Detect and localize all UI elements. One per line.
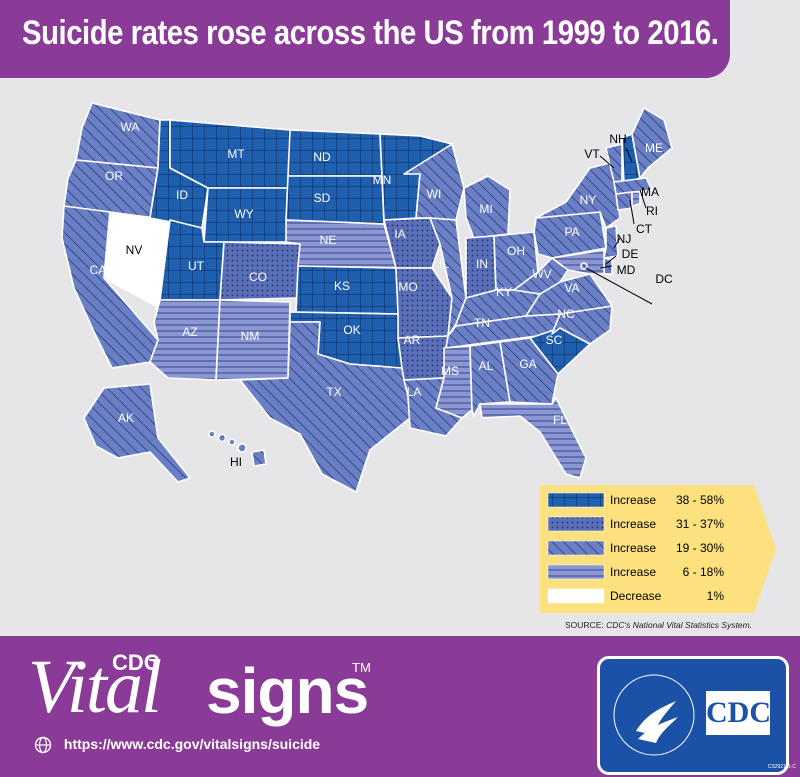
globe-icon — [34, 737, 52, 754]
state-label-ct: CT — [636, 222, 653, 236]
trademark: TM — [352, 660, 371, 675]
state-HI — [208, 430, 267, 467]
state-label-nc: NC — [557, 307, 575, 321]
state-label-ia: IA — [394, 227, 405, 241]
us-map: WA OR CA NV ID MT WY UT AZ CO NM ND SD NE KS OK TX MN IA MO… — [61, 102, 673, 493]
legend-swatch-horizontal — [547, 564, 605, 580]
state-label-ok: OK — [343, 323, 360, 337]
legend-label: Decrease — [610, 589, 662, 603]
state-label-wy: WY — [234, 207, 253, 221]
brand-cdc-small: CDC — [112, 650, 160, 675]
legend-label: Increase — [610, 493, 656, 507]
state-label-dc: DC — [655, 272, 673, 286]
legend-swatch-dots — [547, 516, 605, 532]
code-label: CS292111-C — [767, 764, 796, 770]
state-label-fl: FL — [553, 413, 567, 427]
state-MA — [613, 177, 653, 195]
source-note: SOURCE: CDC's National Vital Statistics … — [565, 620, 753, 630]
state-label-wi: WI — [427, 187, 442, 201]
state-label-wv: WV — [532, 267, 551, 281]
state-AZ — [149, 299, 221, 381]
state-label-ca: CA — [90, 263, 107, 277]
state-label-mn: MN — [373, 173, 392, 187]
state-label-mo: MO — [398, 280, 417, 294]
state-label-az: AZ — [182, 325, 197, 339]
state-CT — [615, 191, 633, 211]
hhs-cdc-logo: CDC — [597, 656, 789, 775]
hhs-seal-icon — [613, 674, 695, 756]
state-label-mt: MT — [227, 147, 245, 161]
state-WA — [75, 102, 161, 169]
state-RI — [631, 191, 641, 207]
legend-swatch-grid — [547, 492, 605, 508]
legend: Increase 38 - 58% Increase 31 - 37% Increase… — [540, 485, 776, 613]
state-TX — [239, 321, 411, 493]
title-banner: Suicide rates rose across the US from 19… — [0, 0, 730, 78]
legend-range: 6 - 18% — [683, 565, 725, 579]
state-label-mi: MI — [479, 202, 492, 216]
footer: Vital CDC signs TM https://www.cdc.gov/v… — [0, 636, 800, 777]
url-row[interactable]: https://www.cdc.gov/vitalsigns/suicide — [34, 736, 320, 754]
state-ND — [287, 129, 383, 177]
state-label-nh: NH — [609, 132, 626, 146]
state-label-ri: RI — [646, 204, 658, 218]
state-label-il: IL — [439, 257, 449, 271]
legend-range: 1% — [707, 589, 725, 603]
state-label-tx: TX — [326, 385, 341, 399]
state-label-or: OR — [105, 169, 123, 183]
state-SD — [285, 175, 385, 225]
state-label-hi: HI — [230, 455, 242, 469]
state-label-nj: NJ — [617, 232, 632, 246]
state-label-ga: GA — [519, 357, 536, 371]
state-label-pa: PA — [564, 225, 579, 239]
legend-range: 19 - 30% — [676, 541, 724, 555]
legend-range: 38 - 58% — [676, 493, 724, 507]
state-label-nd: ND — [313, 150, 331, 164]
url-link[interactable]: https://www.cdc.gov/vitalsigns/suicide — [63, 736, 321, 752]
state-NE — [285, 219, 397, 269]
legend-range: 31 - 37% — [676, 517, 724, 531]
legend-label: Increase — [610, 565, 656, 579]
state-label-co: CO — [249, 270, 267, 284]
state-label-de: DE — [622, 247, 639, 261]
state-label-al: AL — [479, 359, 494, 373]
state-label-nv: NV — [126, 243, 143, 257]
state-label-ma: MA — [641, 185, 659, 199]
state-NJ — [603, 225, 619, 259]
state-label-la: LA — [407, 385, 422, 399]
state-label-id: ID — [176, 188, 188, 202]
state-label-ks: KS — [334, 279, 350, 293]
state-label-ak: AK — [118, 411, 134, 425]
legend-swatch-white — [547, 588, 605, 604]
state-label-ny: NY — [580, 193, 597, 207]
cdc-logo-icon: CDC — [706, 691, 771, 735]
state-label-vt: VT — [584, 147, 600, 161]
state-label-wa: WA — [121, 120, 140, 134]
state-label-va: VA — [564, 281, 579, 295]
state-label-ms: MS — [441, 364, 459, 378]
brand-vital: Vital — [28, 645, 162, 729]
state-label-ar: AR — [404, 333, 421, 347]
legend-label: Increase — [610, 541, 656, 555]
brand-signs: signs — [206, 655, 369, 727]
state-MO — [395, 267, 453, 339]
state-label-oh: OH — [507, 244, 525, 258]
legend-label: Increase — [610, 517, 656, 531]
state-label-in: IN — [476, 257, 488, 271]
state-label-ut: UT — [188, 259, 205, 273]
state-label-tn: TN — [474, 316, 490, 330]
state-label-ky: KY — [496, 285, 512, 299]
state-label-md: MD — [617, 263, 636, 277]
state-label-sd: SD — [314, 191, 331, 205]
page-title: Suicide rates rose across the US from 19… — [22, 14, 719, 52]
state-FL — [479, 397, 587, 479]
state-GA — [499, 337, 559, 405]
state-label-nm: NM — [241, 329, 260, 343]
state-label-me: ME — [645, 141, 663, 155]
state-AK — [83, 383, 191, 483]
state-label-sc: SC — [546, 333, 563, 347]
legend-swatch-diagonal — [547, 540, 605, 556]
state-label-ne: NE — [320, 233, 337, 247]
state-DC — [580, 262, 588, 270]
